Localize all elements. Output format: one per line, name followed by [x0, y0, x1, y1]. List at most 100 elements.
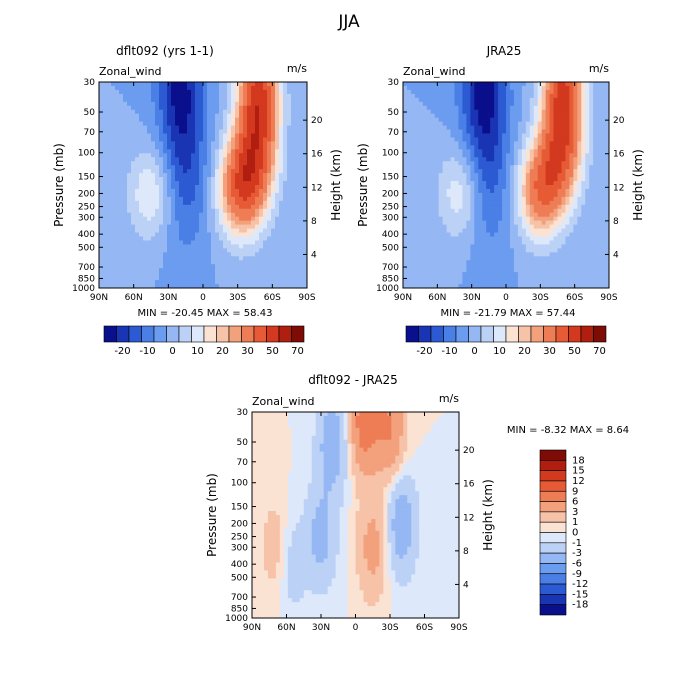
contour-cell [299, 85, 304, 91]
contour-cell [521, 169, 527, 174]
contour-cell [303, 228, 307, 234]
contour-cell [291, 256, 296, 261]
contour-cell [211, 192, 216, 198]
contour-cell [509, 121, 515, 127]
contour-cell [585, 109, 590, 115]
contour-cell [525, 232, 531, 238]
contour-cell [506, 101, 511, 107]
contour-cell [434, 97, 440, 103]
contour-cell [410, 216, 416, 222]
contour-cell [179, 212, 184, 218]
contour-cell [490, 105, 495, 111]
contour-cell [454, 137, 460, 143]
contour-cell [506, 220, 511, 226]
contour-cell [585, 97, 590, 103]
contour-cell [589, 85, 594, 91]
contour-cell [513, 236, 519, 242]
contour-cell [279, 212, 284, 218]
contour-cell [482, 89, 487, 95]
contour-cell [593, 157, 598, 162]
contour-cell [175, 256, 180, 261]
contour-cell [227, 165, 232, 170]
contour-cell [506, 208, 511, 214]
contour-cell [251, 109, 256, 115]
contour-cell [573, 204, 578, 210]
contour-cell [585, 204, 590, 210]
contour-cell [426, 228, 432, 234]
contour-cell [458, 149, 464, 154]
contour-cell [259, 153, 264, 158]
contour-cell [123, 141, 128, 146]
contour-cell [247, 272, 252, 277]
contour-cell [529, 101, 535, 107]
contour-cell [187, 212, 192, 218]
contour-cell [151, 105, 156, 111]
contour-cell [585, 165, 590, 170]
contour-cell [115, 240, 120, 246]
contour-cell [430, 248, 436, 253]
contour-cell [454, 236, 460, 242]
contour-cell [207, 169, 212, 174]
x-tick-label: 30S [229, 293, 246, 303]
contour-cell [179, 185, 184, 190]
contour-cell [107, 181, 112, 186]
contour-cell [287, 284, 292, 288]
contour-cell [239, 149, 244, 154]
contour-cell [422, 157, 428, 162]
contour-cell [207, 85, 212, 91]
contour-cell [454, 244, 460, 249]
contour-cell [585, 236, 590, 242]
units-label: m/s [589, 62, 609, 75]
contour-cell [521, 157, 527, 162]
contour-cell [111, 121, 116, 127]
contour-cell [537, 93, 543, 99]
contour-cell [478, 105, 483, 111]
contour-cell [187, 252, 192, 257]
contour-cell [446, 200, 452, 206]
stats-label: MIN = -20.45 MAX = 58.43 [138, 308, 273, 319]
contour-cell [466, 220, 471, 226]
contour-cell [287, 244, 292, 249]
contour-cell [418, 192, 424, 198]
contour-cell [498, 105, 503, 111]
contour-cell [247, 113, 252, 119]
contour-cell [299, 188, 304, 194]
contour-cell [430, 169, 436, 174]
contour-cell [545, 224, 551, 230]
contour-cell [470, 137, 475, 143]
contour-cell [513, 165, 519, 170]
contour-cell [267, 216, 272, 222]
contour-cell [462, 200, 467, 206]
contour-cell [474, 125, 479, 131]
contour-cell [183, 220, 188, 226]
contour-cell [203, 185, 208, 190]
contour-cell [438, 212, 444, 218]
contour-cell [255, 177, 260, 182]
contour-cell [279, 224, 284, 230]
contour-cell [231, 153, 236, 158]
contour-cell [430, 161, 436, 166]
contour-cell [283, 82, 288, 87]
contour-cell [466, 212, 471, 218]
contour-cell [171, 248, 176, 253]
contour-cell [135, 177, 140, 182]
contour-cell [295, 85, 300, 91]
contour-cell [589, 145, 594, 150]
contour-cell [295, 113, 300, 119]
contour-cell [418, 248, 424, 253]
contour-cell [422, 165, 428, 170]
contour-cell [438, 192, 444, 198]
contour-cell [219, 256, 224, 261]
contour-cell [462, 244, 467, 249]
contour-cell [179, 264, 184, 269]
contour-cell [127, 220, 132, 226]
contour-cell [549, 93, 555, 99]
contour-cell [215, 157, 220, 162]
contour-cell [410, 137, 416, 143]
contour-cell [243, 208, 248, 214]
contour-cell [557, 177, 563, 182]
contour-cell [549, 133, 555, 139]
contour-cell [486, 105, 491, 111]
contour-cell [267, 121, 272, 127]
contour-cell [203, 204, 208, 210]
